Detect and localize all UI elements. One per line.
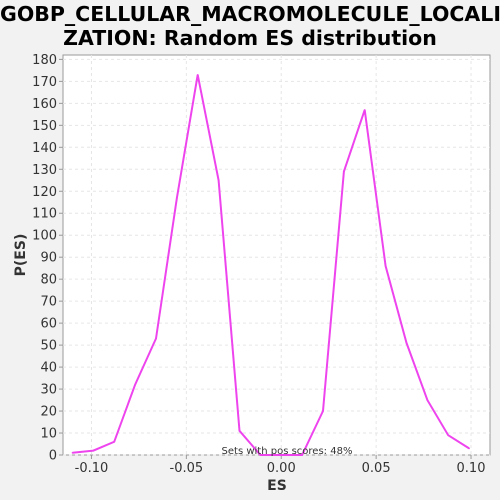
data-point <box>301 454 303 456</box>
data-point <box>155 337 157 340</box>
y-tick-label: 120 <box>32 185 57 200</box>
y-tick-label: 130 <box>32 163 57 178</box>
y-tick-label: 90 <box>40 251 57 266</box>
data-point <box>343 170 345 173</box>
data-point <box>196 73 199 76</box>
y-tick-label: 30 <box>40 383 57 398</box>
y-tick-label: 180 <box>32 53 57 68</box>
x-axis-ticks: -0.10 -0.05 0.00 0.05 0.10 <box>75 455 486 476</box>
y-tick-label: 170 <box>32 75 57 90</box>
series-line <box>72 74 470 456</box>
data-point <box>92 449 95 452</box>
y-tick-label: 60 <box>40 317 57 332</box>
y-tick-label: 160 <box>32 97 57 112</box>
x-tick-label: 0.05 <box>362 461 391 476</box>
chart-title-line-1: GOBP_CELLULAR_MACROMOLECULE_LOCALI <box>0 2 500 26</box>
data-point <box>280 454 283 456</box>
y-tick-label: 0 <box>49 449 57 464</box>
data-point <box>405 342 408 344</box>
x-axis-label: ES <box>267 478 287 494</box>
y-tick-label: 20 <box>40 405 57 420</box>
y-axis-label: P(ES) <box>13 234 29 277</box>
data-point <box>322 410 324 412</box>
data-point <box>238 430 241 432</box>
data-point <box>176 197 178 199</box>
data-point <box>259 454 262 456</box>
y-tick-label: 150 <box>32 119 57 134</box>
data-point <box>113 441 116 443</box>
y-tick-label: 50 <box>40 339 57 354</box>
data-point <box>363 109 366 111</box>
y-tick-label: 100 <box>32 229 57 244</box>
pos-scores-annotation: Sets with pos scores: 48% <box>222 446 353 457</box>
data-point <box>217 179 220 182</box>
y-axis-ticks: 0 10 20 30 40 50 60 70 80 90 100 110 120 130 140 150 160… <box>32 53 63 464</box>
data-point <box>134 383 136 386</box>
data-point <box>384 265 387 267</box>
y-tick-label: 140 <box>32 141 57 156</box>
data-point <box>71 452 74 454</box>
data-point <box>447 434 450 437</box>
x-tick-label: -0.10 <box>75 461 109 476</box>
y-tick-label: 70 <box>40 295 57 310</box>
y-tick-label: 40 <box>40 361 57 376</box>
data-point <box>468 447 470 450</box>
grid-lines <box>63 55 490 456</box>
series-points <box>71 73 470 456</box>
y-tick-label: 80 <box>40 273 57 288</box>
x-tick-label: 0.10 <box>457 461 486 476</box>
x-tick-label: -0.05 <box>170 461 204 476</box>
y-tick-label: 110 <box>32 207 57 222</box>
x-tick-label: 0.00 <box>267 461 296 476</box>
y-tick-label: 10 <box>40 427 57 442</box>
data-point <box>426 399 429 401</box>
chart-title-line-2: ZATION: Random ES distribution <box>63 26 437 50</box>
